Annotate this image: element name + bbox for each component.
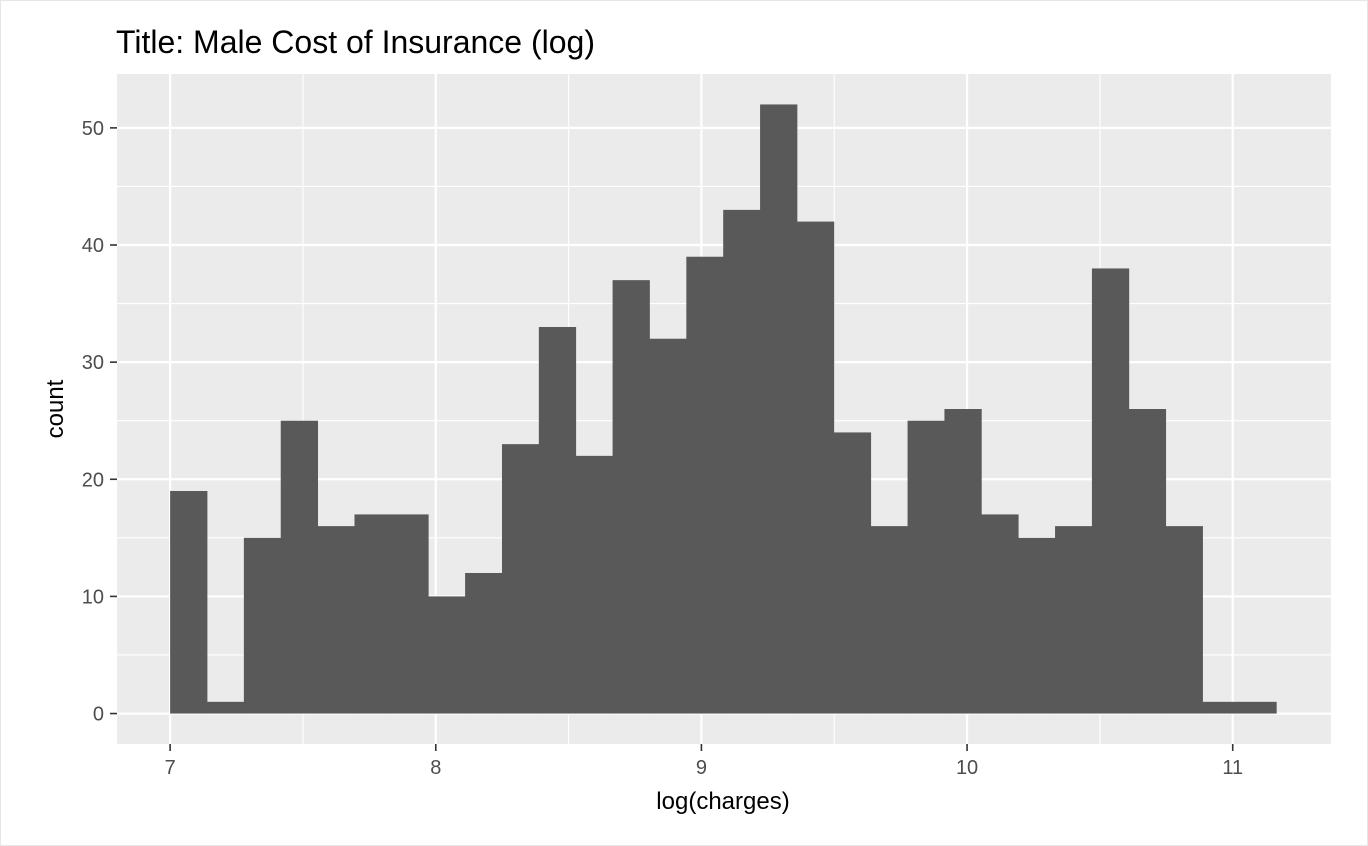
histogram-bar (170, 490, 208, 714)
y-tick-label: 40 (82, 235, 104, 257)
y-tick-label: 50 (82, 118, 104, 140)
histogram-bar (907, 420, 945, 714)
y-tick-label: 20 (82, 469, 104, 491)
histogram-bar (465, 572, 503, 714)
histogram-bar (317, 526, 355, 714)
histogram-bar (1128, 409, 1167, 714)
histogram-bar (870, 526, 908, 714)
histogram-bar (428, 596, 466, 714)
histogram-bar (354, 514, 392, 714)
x-axis: 7 8 9 10 11 (165, 744, 1243, 779)
histogram-bar (1202, 701, 1240, 714)
x-tick-label: 8 (430, 757, 441, 779)
histogram-bar (686, 256, 724, 714)
histogram-bar (243, 537, 282, 714)
x-tick-label: 11 (1222, 757, 1243, 779)
histogram-bar (723, 209, 761, 714)
histogram-bar (1239, 701, 1277, 714)
histogram-bar (796, 221, 835, 714)
y-axis-title: count (42, 379, 69, 438)
x-tick-label: 10 (956, 757, 978, 779)
histogram-bar (981, 514, 1019, 714)
x-tick-label: 9 (696, 757, 707, 779)
histogram-bar (207, 701, 245, 714)
histogram-bar (280, 420, 319, 714)
histogram-bar (612, 280, 650, 714)
histogram-bar (1165, 526, 1203, 714)
histogram-bar (833, 432, 872, 714)
x-tick-label: 7 (165, 757, 176, 779)
histogram-bar (1018, 537, 1056, 714)
histogram-bar (538, 327, 577, 714)
y-tick-label: 0 (93, 704, 104, 726)
histogram-bar (501, 444, 540, 714)
histogram-bars (170, 104, 1277, 714)
chart-title: Title: Male Cost of Insurance (log) (116, 24, 595, 60)
histogram-bar (944, 409, 982, 714)
y-axis: 0 10 20 30 40 50 (82, 118, 117, 726)
histogram-bar (1055, 526, 1093, 714)
histogram-bar (649, 338, 687, 714)
y-tick-label: 30 (82, 352, 104, 374)
x-axis-title: log(charges) (656, 788, 789, 815)
histogram-bar (1091, 268, 1130, 714)
histogram-bar (575, 455, 613, 714)
histogram-bar (760, 104, 798, 714)
y-tick-label: 10 (82, 586, 104, 608)
histogram-bar (391, 514, 429, 714)
